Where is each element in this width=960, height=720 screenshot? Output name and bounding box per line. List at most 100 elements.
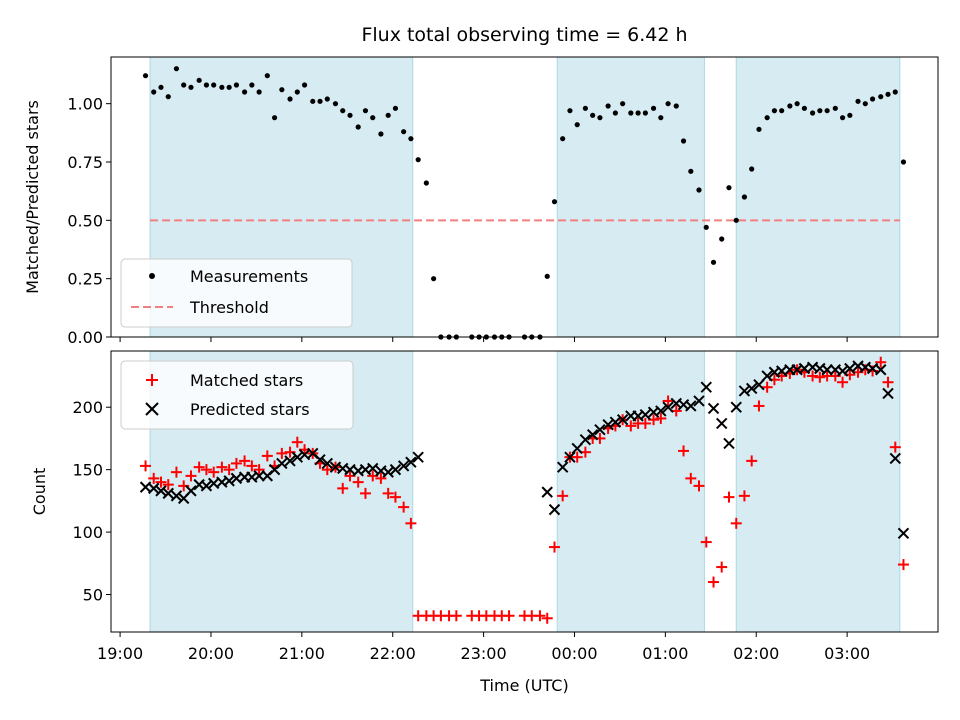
matched-star-point — [321, 464, 333, 476]
predicted-star-point — [707, 402, 720, 415]
measurement-point — [779, 108, 785, 114]
predicted-star-point — [655, 405, 667, 417]
y-tick-label: 200 — [72, 398, 103, 417]
matched-star-point — [700, 536, 712, 548]
x-axis-label: Time (UTC) — [479, 676, 568, 695]
measurement-point — [203, 82, 210, 88]
predicted-star-point — [730, 401, 742, 413]
matched-star-point — [185, 470, 197, 482]
measurement-point — [756, 126, 762, 132]
measurement-point — [642, 110, 648, 116]
top-axes-frame — [110, 56, 939, 338]
matched-star-point — [655, 412, 667, 424]
measurement-point — [749, 166, 755, 172]
predicted-star-point — [148, 482, 160, 495]
y-tick-label: 150 — [72, 461, 103, 480]
predicted-star-point — [314, 453, 326, 466]
predicted-star-point — [571, 442, 583, 455]
measurement-point — [233, 82, 240, 88]
top-y-axis-label: Matched/Predicted stars — [23, 100, 42, 294]
matched-star-point — [359, 487, 371, 499]
x-tick-label: 01:00 — [642, 644, 688, 663]
shaded-interval — [556, 56, 705, 338]
measurement-point — [665, 101, 671, 107]
measurement-point — [869, 96, 876, 102]
matched-star-point — [261, 450, 273, 462]
measurement-point — [181, 82, 187, 88]
matched-star-point — [223, 464, 235, 476]
matched-star-point — [216, 461, 228, 473]
top-panel: 0.00 0.25 0.50 0.75 1.00 Flux total observin… — [23, 24, 939, 347]
legend-label-predicted: Predicted stars — [190, 400, 310, 419]
measurement-point — [726, 185, 732, 191]
measurement-point — [173, 66, 180, 72]
predicted-stars-series — [139, 360, 910, 540]
matched-star-point — [662, 395, 674, 407]
predicted-star-point — [185, 485, 197, 497]
measurement-point — [408, 136, 414, 142]
measurement-point — [590, 112, 596, 118]
shaded-interval — [735, 350, 901, 633]
matched-star-point — [246, 460, 258, 472]
measurement-point — [839, 115, 846, 121]
predicted-star-point — [367, 462, 379, 475]
matched-star-point — [541, 612, 553, 624]
matched-star-point — [382, 487, 394, 499]
measurement-point — [855, 98, 861, 104]
measurement-point — [703, 224, 709, 230]
measurement-point — [271, 115, 278, 121]
matched-star-point — [685, 472, 697, 484]
measurement-point — [332, 101, 339, 107]
matched-star-point — [557, 490, 569, 502]
matched-star-point — [889, 441, 901, 453]
measurement-point — [301, 82, 308, 88]
matched-star-point — [389, 491, 401, 503]
x-tick-label: 23:00 — [461, 644, 507, 663]
x-tick-label: 03:00 — [824, 644, 870, 663]
measurement-point — [256, 89, 262, 95]
measurement-point — [226, 84, 232, 90]
measurement-point — [892, 89, 898, 95]
matched-star-point — [352, 476, 364, 488]
x-tick-label: 19:00 — [97, 644, 143, 663]
measurement-point — [294, 89, 300, 95]
measurement-point — [249, 82, 255, 88]
measurement-point — [219, 84, 225, 90]
measurement-point — [764, 115, 770, 121]
matched-star-point — [208, 466, 220, 478]
matched-star-point — [807, 370, 819, 382]
measurement-point — [809, 110, 816, 116]
matched-star-point — [193, 461, 205, 473]
y-tick-label: 0.00 — [67, 328, 103, 347]
matched-star-point — [337, 482, 349, 494]
matched-star-point — [693, 480, 705, 492]
predicted-star-point — [579, 433, 592, 446]
measurement-point — [733, 217, 739, 223]
measurement-point — [824, 108, 830, 114]
predicted-star-point — [609, 416, 622, 428]
predicted-star-point — [548, 503, 561, 516]
matched-star-point — [291, 436, 303, 448]
predicted-star-point — [564, 451, 576, 463]
measurement-point — [340, 108, 346, 114]
matched-star-point — [375, 472, 387, 484]
measurement-point — [710, 259, 717, 265]
predicted-star-point — [321, 457, 333, 470]
matched-star-point — [571, 451, 583, 463]
matched-star-point — [398, 501, 410, 513]
matched-star-point — [200, 464, 212, 476]
matched-star-point — [723, 491, 735, 503]
predicted-star-point — [276, 457, 288, 470]
matched-star-point — [814, 371, 826, 383]
shaded-interval — [735, 56, 901, 338]
matched-star-point — [140, 460, 152, 472]
bottom-x-ticks: 19:00 20:00 21:00 22:00 23:00 00:00 01:00 02:00… — [97, 632, 870, 663]
predicted-star-point — [693, 395, 705, 407]
predicted-star-point — [405, 456, 417, 468]
predicted-star-point — [889, 452, 901, 465]
measurement-point — [650, 105, 657, 111]
matched-star-point — [230, 457, 242, 469]
measurement-point — [832, 105, 838, 111]
y-tick-label: 50 — [83, 586, 103, 605]
